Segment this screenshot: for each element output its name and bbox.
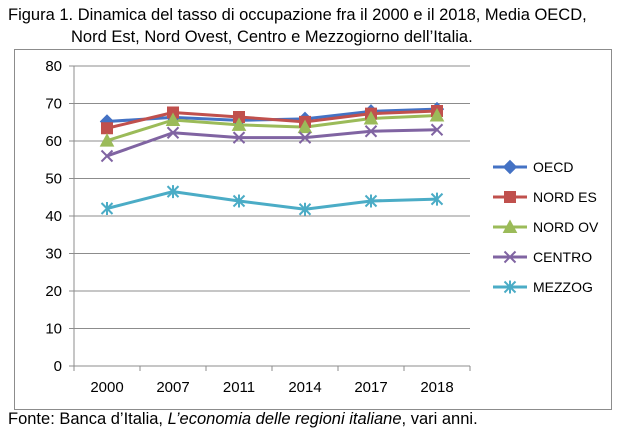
y-tick-label: 50 [45, 171, 62, 188]
y-tick-label: 0 [54, 358, 62, 375]
data-point [100, 149, 114, 163]
x-tick-label: 2000 [90, 379, 123, 396]
x-tick-label: 2014 [288, 379, 321, 396]
x-tick-label: 2017 [354, 379, 387, 396]
series-line [106, 109, 438, 130]
source-title: L’economia delle regioni italiane [167, 410, 402, 428]
figure-caption: Figura 1. Dinamica del tasso di occupazi… [8, 4, 628, 48]
data-point [364, 125, 378, 138]
legend-marker [502, 159, 518, 175]
legend-label: OECD [533, 159, 573, 175]
legend-marker [503, 250, 517, 264]
data-point [297, 119, 313, 134]
legend-label: NORD OV [533, 219, 599, 235]
source-note: Fonte: Banca d’Italia, L’economia delle … [8, 408, 478, 430]
legend-marker [504, 191, 516, 203]
data-point [298, 131, 312, 144]
y-tick-label: 10 [45, 321, 62, 338]
y-tick-label: 70 [45, 96, 62, 113]
data-point [101, 122, 113, 135]
legend-label: MEZZOG [533, 279, 593, 295]
y-tick-label: 60 [45, 133, 62, 150]
legend-marker [503, 280, 517, 294]
caption-line-1: Figura 1. Dinamica del tasso di occupazi… [8, 6, 587, 24]
y-tick-label: 80 [45, 58, 62, 75]
x-tick-label: 2007 [156, 379, 189, 396]
data-point [231, 117, 247, 131]
data-point [166, 126, 180, 139]
data-point [99, 133, 115, 147]
caption-line-2: Nord Est, Nord Ovest, Centro e Mezzogior… [71, 28, 473, 46]
data-point [232, 194, 246, 208]
data-point [364, 194, 378, 208]
series-line [106, 128, 438, 158]
source-prefix: Fonte: Banca d’Italia, [8, 410, 168, 428]
data-point [298, 202, 312, 216]
data-point [100, 202, 114, 215]
data-point [363, 110, 379, 125]
x-tick-label: 2011 [223, 379, 255, 396]
y-tick-label: 30 [45, 246, 62, 263]
data-point [165, 112, 181, 126]
series-line [106, 190, 438, 211]
legend-label: CENTRO [533, 249, 592, 265]
data-point [232, 131, 246, 144]
legend-marker [502, 219, 518, 233]
x-tick-label: 2018 [420, 379, 453, 396]
line-chart: 0 10 20 30 40 50 60 70 80 2000 2007 2011 2014 2017 201… [45, 58, 599, 396]
legend-label: NORD ES [533, 189, 597, 205]
data-point [429, 107, 445, 122]
series-line [106, 114, 438, 143]
y-tick-label: 20 [45, 283, 62, 300]
data-point [430, 123, 444, 136]
data-point [166, 185, 180, 199]
chart-frame: 0 10 20 30 40 50 60 70 80 2000 2007 2011 2014 2017 201… [14, 49, 612, 410]
source-suffix: , vari anni. [401, 410, 478, 428]
y-tick-label: 40 [45, 208, 62, 225]
data-point [430, 192, 444, 206]
